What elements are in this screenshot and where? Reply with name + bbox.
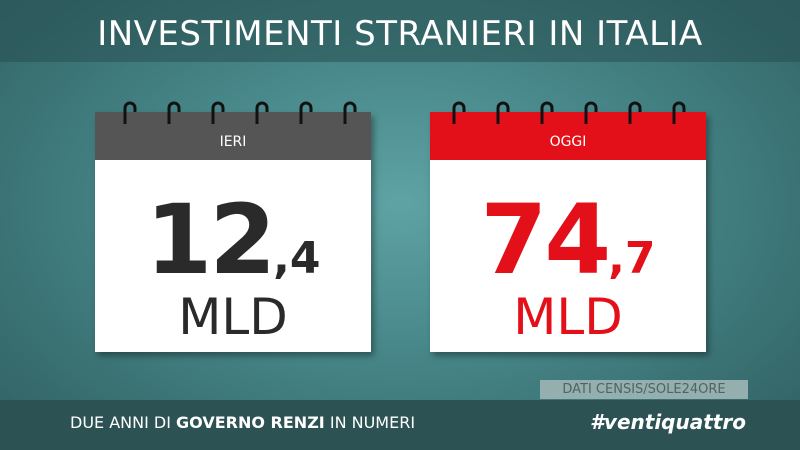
figure: 12,4 [95, 184, 371, 296]
source: DATI CENSIS/SOLE24ORE [540, 380, 748, 399]
calendar-header: IERI [95, 112, 371, 160]
footer-highlight: GOVERNO RENZI [176, 413, 325, 432]
figure-fraction: ,4 [273, 233, 321, 284]
figure-whole: 12 [145, 184, 277, 296]
footer-prefix: DUE ANNI DI [70, 413, 171, 432]
title-band [0, 0, 800, 62]
calendar: OGGI 74,7 MLD [430, 112, 706, 352]
unit: MLD [178, 288, 288, 346]
footer-suffix: IN NUMERI [329, 413, 416, 432]
calendar-header: OGGI [430, 112, 706, 160]
figure-whole: 74 [480, 184, 612, 296]
footer-text: DUE ANNI DI GOVERNO RENZI IN NUMERI [70, 413, 415, 432]
unit: MLD [513, 288, 623, 346]
calendar-rings [452, 101, 686, 124]
figure: 74,7 [430, 184, 706, 296]
hashtag: #ventiquattro [590, 410, 746, 434]
calendar: IERI 12,4 MLD [95, 112, 371, 352]
figure-fraction: ,7 [608, 233, 656, 284]
footer-band [0, 400, 800, 450]
calendar-rings [123, 101, 357, 124]
title: INVESTIMENTI STRANIERI IN ITALIA [97, 14, 703, 54]
